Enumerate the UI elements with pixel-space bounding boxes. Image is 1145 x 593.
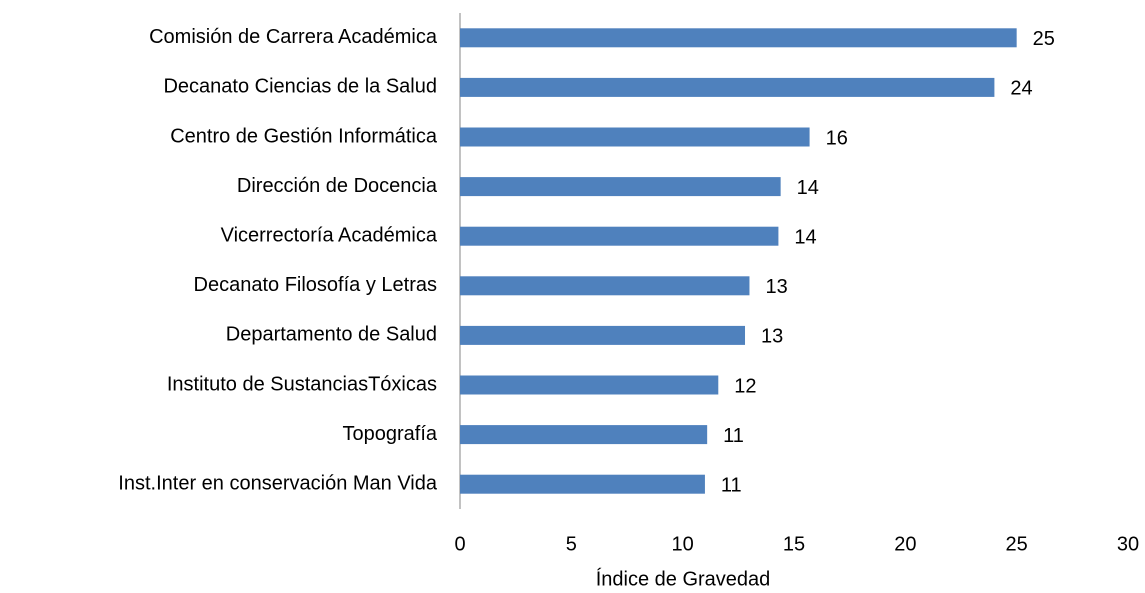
x-tick-label: 20 (894, 533, 916, 555)
x-tick-label: 15 (783, 533, 805, 555)
value-label: 24 (1010, 78, 1032, 100)
x-tick-label: 25 (1006, 533, 1028, 555)
bar (460, 127, 810, 147)
x-tick-label: 30 (1117, 533, 1139, 555)
value-label: 14 (794, 226, 816, 248)
y-tick-label: Inst.Inter en conservación Man Vida (118, 472, 438, 494)
bar (460, 474, 705, 494)
y-tick-label: Dirección de Docencia (237, 175, 438, 197)
x-tick-label: 10 (672, 533, 694, 555)
bar (460, 28, 1017, 48)
y-tick-label: Comisión de Carrera Académica (149, 26, 438, 48)
y-tick-label: Vicerrectoría Académica (221, 224, 438, 246)
x-tick-label: 0 (454, 533, 465, 555)
x-tick-label: 5 (566, 533, 577, 555)
x-axis-title: Índice de Gravedad (596, 567, 771, 590)
bar (460, 276, 750, 296)
value-label: 14 (797, 177, 819, 199)
value-label: 13 (761, 326, 783, 348)
value-label: 12 (734, 375, 756, 397)
value-label: 11 (721, 474, 742, 496)
y-tick-label: Decanato Filosofía y Letras (194, 274, 437, 296)
y-tick-label: Centro de Gestión Informática (170, 125, 438, 147)
value-label: 16 (826, 127, 848, 149)
bar (460, 226, 779, 246)
bar (460, 425, 708, 445)
y-tick-label: Decanato Ciencias de la Salud (163, 76, 437, 98)
bar (460, 375, 719, 395)
y-tick-label: Topografía (342, 423, 437, 445)
y-tick-label: Departamento de Salud (226, 324, 437, 346)
value-label: 13 (765, 276, 787, 298)
bar (460, 325, 746, 345)
bar (460, 77, 995, 97)
bar (460, 177, 781, 197)
value-label: 25 (1033, 28, 1055, 50)
y-tick-label: Instituto de SustanciasTóxicas (167, 373, 437, 395)
value-label: 11 (723, 425, 744, 447)
